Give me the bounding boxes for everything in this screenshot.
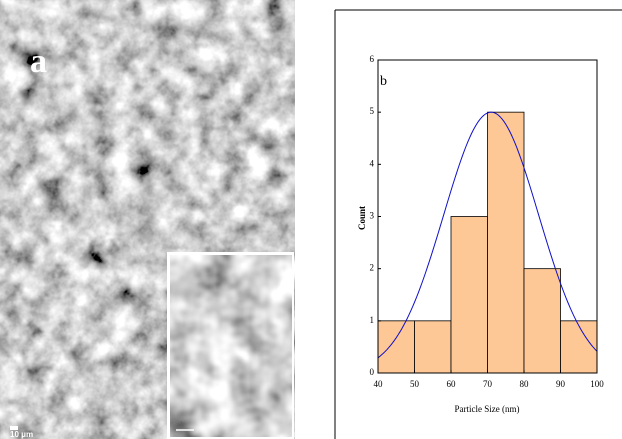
y-tick-label: 2 (370, 263, 375, 273)
bar (451, 217, 488, 374)
figure: a 10 μm b Particle Size (nm) Count 0 1 2 3 4… (0, 0, 622, 439)
scale-bar-label: 10 μm (10, 430, 33, 439)
x-tick-label: 90 (556, 379, 566, 389)
x-axis-label: Particle Size (nm) (455, 404, 520, 414)
y-axis-label: Count (357, 206, 367, 230)
y-tick-label: 4 (370, 158, 375, 168)
y-tick-label: 3 (370, 211, 375, 221)
inset-texture (170, 255, 292, 437)
y-tick-label: 1 (370, 315, 375, 325)
histogram-chart: b Particle Size (nm) Count 0 1 2 3 4 5 6 40 50 60… (357, 54, 604, 414)
y-tick-label: 0 (370, 367, 375, 377)
x-tick-label: 60 (447, 379, 457, 389)
bar (415, 321, 452, 373)
panel-label: b (380, 74, 387, 89)
y-tick-label: 6 (370, 54, 375, 64)
bar (524, 269, 561, 373)
bar (561, 321, 598, 373)
x-tick-label: 50 (410, 379, 420, 389)
y-tick-label: 5 (370, 106, 375, 116)
x-tick-label: 40 (374, 379, 384, 389)
x-tick-label: 80 (520, 379, 530, 389)
x-tick-label: 100 (590, 379, 604, 389)
bar (378, 321, 415, 373)
x-tick-label: 70 (483, 379, 493, 389)
panel-label: a (30, 43, 47, 80)
